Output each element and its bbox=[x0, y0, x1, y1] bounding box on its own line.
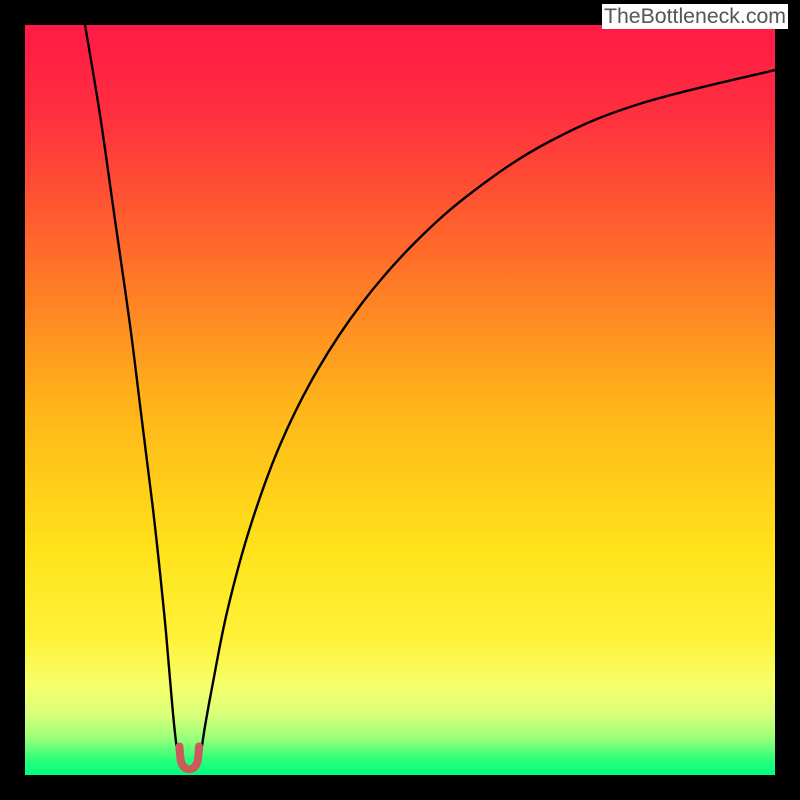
watermark-label: TheBottleneck.com bbox=[602, 4, 788, 29]
chart-root: TheBottleneck.com bbox=[0, 0, 800, 800]
curves-svg bbox=[25, 25, 775, 775]
plot-area bbox=[25, 25, 775, 775]
curve-right-branch bbox=[199, 70, 775, 762]
curve-left-branch bbox=[85, 25, 180, 762]
curve-notch bbox=[180, 747, 200, 770]
